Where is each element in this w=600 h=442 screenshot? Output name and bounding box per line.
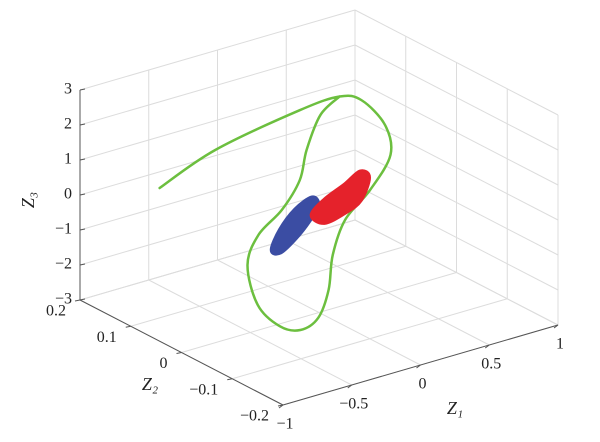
z-tick [79, 263, 86, 266]
x-tick-label: 0 [419, 376, 427, 393]
z-tick [79, 228, 86, 231]
y-axis-label: Z₂ [142, 374, 158, 394]
y-tick [176, 352, 182, 354]
z-tick [79, 298, 86, 301]
y-tick-label: −0.2 [240, 408, 269, 425]
z-axis-label: Z₃ [18, 192, 38, 208]
grid-line [79, 149, 356, 231]
x-tick-label: −0.5 [339, 396, 368, 413]
y-tick-label: 0.1 [97, 329, 117, 346]
y-tick-label: 0 [160, 355, 168, 372]
z-tick-label: −1 [55, 221, 72, 238]
z-tick-label: −3 [55, 291, 72, 308]
grid-line [79, 9, 356, 91]
z-tick [79, 158, 86, 161]
x-axis-label: Z₁ [447, 398, 463, 418]
grid-line [130, 245, 406, 327]
axis-line [79, 299, 284, 406]
y-tick [227, 378, 233, 381]
grid-line [354, 44, 559, 151]
grid-line [354, 184, 559, 291]
z-tick [79, 88, 86, 91]
y-tick-label: 0.2 [46, 303, 66, 320]
trajectory [158, 94, 393, 332]
z-tick [79, 193, 86, 196]
y-tick-label: −0.1 [189, 381, 218, 398]
attractor [309, 169, 371, 225]
axes: −1 −0.5 0 0.5 1 −0.2 −0.1 0 0.1 0.2−3 −2 −1 0 1 2 3 [46, 81, 564, 433]
z-tick-label: −2 [55, 256, 72, 273]
z-tick [79, 123, 86, 126]
axis-line [282, 324, 559, 406]
grid-line [181, 272, 457, 353]
y-tick [277, 404, 284, 407]
z-tick-label: 1 [64, 151, 72, 168]
y-tick [74, 299, 81, 302]
z-tick-label: 2 [64, 116, 72, 133]
grid-line [79, 114, 356, 196]
grid-line [354, 149, 559, 256]
grid-line [354, 9, 559, 116]
x-tick-label: 1 [556, 336, 564, 353]
grid-line [232, 298, 508, 380]
z-tick-label: 0 [64, 186, 72, 203]
grid-line [354, 79, 559, 186]
z-tick-label: 3 [64, 81, 72, 98]
grid-line [354, 219, 559, 326]
grid-line [79, 219, 356, 301]
x-tick-label: −1 [276, 416, 293, 433]
x-tick-label: 0.5 [481, 356, 501, 373]
grid-line [79, 44, 356, 126]
plot-area [158, 94, 393, 332]
y-tick [125, 325, 131, 328]
grid-line [79, 79, 356, 161]
